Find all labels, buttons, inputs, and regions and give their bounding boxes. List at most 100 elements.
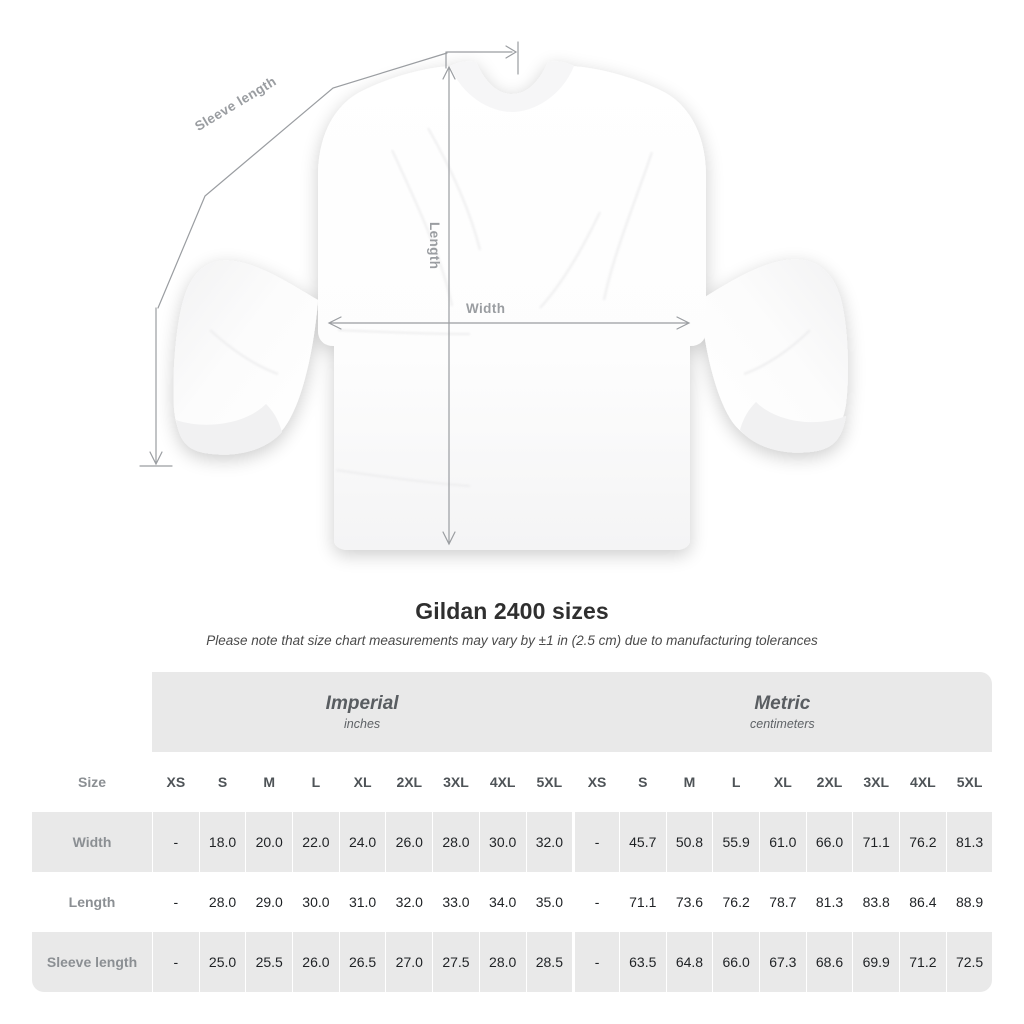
cell-length-imperial-m: 29.0: [245, 872, 293, 932]
cell-length-metric-5xl: 88.9: [945, 872, 993, 932]
cell-length-metric-2xl: 81.3: [805, 872, 853, 932]
system-header-spacer: [32, 672, 152, 752]
cell-length-imperial-s: 28.0: [198, 872, 246, 932]
cell-sleeve-imperial-4xl: 28.0: [478, 932, 526, 992]
cell-width-metric-3xl: 71.1: [852, 812, 900, 872]
system-header-imperial: Imperial inches: [152, 672, 573, 752]
cell-length-imperial-5xl: 35.0: [525, 872, 573, 932]
cell-width-imperial-2xl: 26.0: [385, 812, 433, 872]
size-column-label: Size: [32, 752, 152, 812]
system-unit-imperial: inches: [344, 717, 381, 732]
table-row-sleeve-length: Sleeve length - 25.0 25.5 26.0 26.5 27.0…: [32, 932, 993, 992]
cell-length-imperial-l: 30.0: [292, 872, 339, 932]
dimension-lines: [139, 41, 691, 546]
row-label-sleeve-length: Sleeve length: [32, 932, 152, 992]
cell-width-imperial-xs: -: [152, 812, 199, 872]
colhead-metric-l: L: [712, 752, 759, 812]
cell-sleeve-metric-xl: 67.3: [758, 932, 806, 992]
cell-length-imperial-xl: 31.0: [338, 872, 386, 932]
colhead-imperial-xs: XS: [152, 752, 199, 812]
width-arrow-left: [327, 316, 342, 330]
cell-width-metric-m: 50.8: [665, 812, 713, 872]
colhead-imperial-l: L: [292, 752, 339, 812]
cell-sleeve-imperial-xs: -: [152, 932, 199, 992]
garment-illustration: Sleeve length Length Width: [139, 41, 848, 550]
cell-width-metric-xl: 61.0: [758, 812, 806, 872]
cell-length-metric-xl: 78.7: [758, 872, 806, 932]
cell-width-imperial-5xl: 32.0: [525, 812, 573, 872]
cell-length-metric-3xl: 83.8: [852, 872, 900, 932]
table-row-width: Width - 18.0 20.0 22.0 24.0 26.0 28.0 30…: [32, 812, 993, 872]
cell-width-imperial-3xl: 28.0: [432, 812, 479, 872]
width-arrow-right: [676, 316, 691, 330]
colhead-metric-2xl: 2XL: [805, 752, 853, 812]
cell-length-metric-xs: -: [572, 872, 619, 932]
cell-width-metric-s: 45.7: [618, 812, 666, 872]
cell-length-imperial-xs: -: [152, 872, 199, 932]
cell-sleeve-metric-m: 64.8: [665, 932, 713, 992]
length-dimension-label: Length: [427, 222, 442, 270]
cell-width-imperial-4xl: 30.0: [478, 812, 526, 872]
cell-length-imperial-3xl: 33.0: [432, 872, 479, 932]
size-chart-table: Imperial inches Metric centimeters Size …: [32, 672, 993, 992]
cell-length-imperial-2xl: 32.0: [385, 872, 433, 932]
colhead-metric-m: M: [665, 752, 713, 812]
cell-length-metric-s: 71.1: [618, 872, 666, 932]
row-label-length: Length: [32, 872, 152, 932]
system-name-imperial: Imperial: [325, 692, 399, 714]
cell-sleeve-imperial-l: 26.0: [292, 932, 339, 992]
colhead-imperial-2xl: 2XL: [385, 752, 433, 812]
cell-sleeve-imperial-s: 25.0: [198, 932, 246, 992]
colhead-imperial-xl: XL: [338, 752, 386, 812]
length-arrow-down: [442, 531, 456, 546]
cell-sleeve-metric-l: 66.0: [712, 932, 759, 992]
system-unit-metric: centimeters: [750, 717, 815, 732]
cell-sleeve-imperial-m: 25.5: [245, 932, 293, 992]
cell-sleeve-imperial-5xl: 28.5: [525, 932, 573, 992]
cell-length-metric-l: 76.2: [712, 872, 759, 932]
system-name-metric: Metric: [754, 692, 811, 714]
cell-width-metric-2xl: 66.0: [805, 812, 853, 872]
colhead-imperial-3xl: 3XL: [432, 752, 479, 812]
garment-svg: [139, 41, 848, 550]
cell-sleeve-imperial-3xl: 27.5: [432, 932, 479, 992]
colhead-metric-xs: XS: [572, 752, 619, 812]
cell-length-metric-4xl: 86.4: [899, 872, 946, 932]
cell-sleeve-imperial-2xl: 27.0: [385, 932, 433, 992]
cell-width-metric-xs: -: [572, 812, 619, 872]
colhead-metric-4xl: 4XL: [899, 752, 946, 812]
cell-width-metric-4xl: 76.2: [899, 812, 946, 872]
sleeve-arrow-right: [505, 45, 518, 59]
colhead-imperial-5xl: 5XL: [525, 752, 573, 812]
colhead-imperial-s: S: [198, 752, 246, 812]
cell-sleeve-metric-5xl: 72.5: [945, 932, 993, 992]
table-size-header-row: Size XS S M L XL 2XL 3XL 4XL 5XL XS S M …: [32, 752, 993, 812]
system-header-metric: Metric centimeters: [572, 672, 993, 752]
colhead-metric-5xl: 5XL: [945, 752, 993, 812]
cell-length-metric-m: 73.6: [665, 872, 713, 932]
colhead-imperial-m: M: [245, 752, 293, 812]
fabric-folds: [209, 127, 811, 487]
cell-width-metric-l: 55.9: [712, 812, 759, 872]
width-dimension-label: Width: [466, 301, 506, 316]
cell-width-imperial-l: 22.0: [292, 812, 339, 872]
colhead-imperial-4xl: 4XL: [478, 752, 526, 812]
table-system-header-row: Imperial inches Metric centimeters: [32, 672, 993, 752]
sleeve-arrow-down: [149, 451, 163, 466]
colhead-metric-s: S: [618, 752, 666, 812]
page-subtitle: Please note that size chart measurements…: [206, 633, 818, 648]
colhead-metric-3xl: 3XL: [852, 752, 900, 812]
cell-width-imperial-m: 20.0: [245, 812, 293, 872]
cell-sleeve-metric-2xl: 68.6: [805, 932, 853, 992]
cell-width-imperial-s: 18.0: [198, 812, 246, 872]
cell-width-imperial-xl: 24.0: [338, 812, 386, 872]
length-arrow-up: [442, 65, 456, 80]
cell-sleeve-imperial-xl: 26.5: [338, 932, 386, 992]
page-title: Gildan 2400 sizes: [415, 598, 609, 624]
table-row-length: Length - 28.0 29.0 30.0 31.0 32.0 33.0 3…: [32, 872, 993, 932]
cell-sleeve-metric-3xl: 69.9: [852, 932, 900, 992]
cell-sleeve-metric-4xl: 71.2: [899, 932, 946, 992]
row-label-width: Width: [32, 812, 152, 872]
cell-sleeve-metric-s: 63.5: [618, 932, 666, 992]
